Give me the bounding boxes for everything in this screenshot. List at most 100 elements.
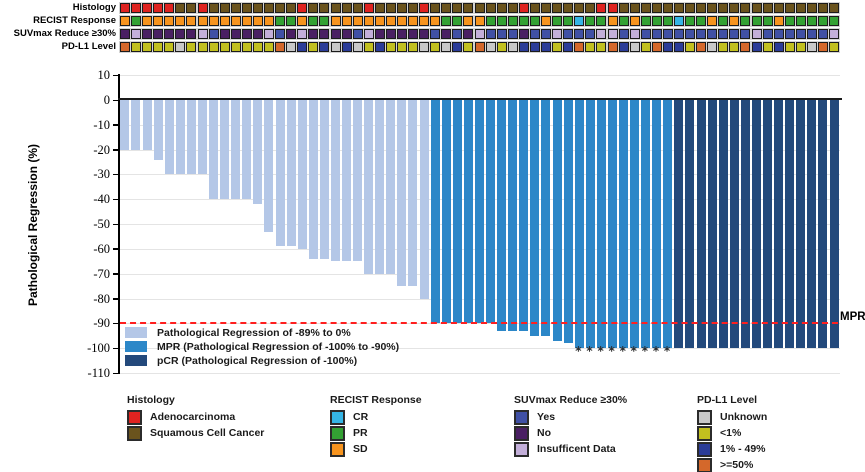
regression-bar xyxy=(751,100,761,349)
legend-label-suv-yes: Yes xyxy=(537,411,556,423)
legend-header-pdl1: PD-L1 Level xyxy=(697,394,758,406)
annotation-square-histology xyxy=(474,3,485,13)
y-axis-tick-label: -20 xyxy=(93,142,110,157)
annotation-square-recist xyxy=(574,16,585,26)
regression-bar xyxy=(497,100,507,331)
annotation-square-recist xyxy=(164,16,175,26)
annotation-square-recist xyxy=(818,16,829,26)
annotation-square-suvmax xyxy=(773,29,784,39)
regression-bar xyxy=(164,100,174,175)
y-axis-tick-label: -50 xyxy=(93,217,110,232)
annotation-square-histology xyxy=(164,3,175,13)
asterisk-marker: * xyxy=(586,344,593,358)
y-axis-tick xyxy=(113,322,118,325)
annotation-square-histology xyxy=(197,3,208,13)
annotation-square-recist xyxy=(773,16,784,26)
annotation-square-recist xyxy=(751,16,762,26)
asterisk-marker: * xyxy=(663,344,671,358)
annotation-square-recist xyxy=(219,16,230,26)
annotation-square-suvmax xyxy=(485,29,496,39)
regression-bar xyxy=(153,100,163,160)
annotation-square-pdl1 xyxy=(740,42,751,52)
annotation-square-recist xyxy=(352,16,363,26)
annotation-square-recist xyxy=(397,16,407,26)
annotation-square-suvmax xyxy=(164,29,175,39)
annotation-square-pdl1 xyxy=(585,42,596,52)
legend-swatch-suv-insufficent xyxy=(514,442,529,457)
annotation-square-recist xyxy=(297,16,308,26)
regression-bar xyxy=(696,100,706,349)
regression-bar xyxy=(408,100,418,287)
gridline xyxy=(119,348,840,350)
track-label-pdl1: PD-L1 Level xyxy=(61,41,116,52)
legend-swatch-pr xyxy=(330,426,345,441)
annotation-square-recist xyxy=(330,16,341,26)
regression-bar xyxy=(486,100,496,324)
legend-swatch-mpr xyxy=(125,341,147,352)
y-axis-tick xyxy=(113,298,118,300)
annotation-square-recist xyxy=(441,16,452,26)
annotation-square-pdl1 xyxy=(286,42,297,52)
y-axis-tick xyxy=(113,173,118,176)
annotation-square-recist xyxy=(762,16,773,26)
y-axis-tick-label: 10 xyxy=(97,68,111,83)
y-axis-tick-label: -110 xyxy=(87,366,110,381)
regression-bar xyxy=(519,100,529,331)
annotation-square-histology xyxy=(618,3,629,13)
annotation-square-suvmax xyxy=(408,29,419,39)
annotation-square-pdl1 xyxy=(574,42,585,52)
regression-bar xyxy=(563,100,573,344)
annotation-square-recist xyxy=(485,16,496,26)
regression-bar xyxy=(319,100,329,259)
annotation-square-recist xyxy=(674,16,684,26)
legend-label-squamous: Squamous Cell Cancer xyxy=(150,427,265,439)
annotation-square-pdl1 xyxy=(762,42,773,52)
annotation-square-histology xyxy=(452,3,463,13)
regression-bar xyxy=(552,100,562,341)
annotation-square-pdl1 xyxy=(208,42,219,52)
annotation-square-suvmax xyxy=(552,29,563,39)
annotation-square-histology xyxy=(463,3,474,13)
annotation-square-pdl1 xyxy=(363,42,374,52)
annotation-square-pdl1 xyxy=(197,42,208,52)
annotation-square-histology xyxy=(563,3,574,13)
y-axis-tick xyxy=(113,74,118,77)
y-axis-tick-label: 0 xyxy=(103,93,110,107)
annotation-square-histology xyxy=(729,3,740,13)
annotation-square-recist xyxy=(120,16,130,26)
annotation-square-histology xyxy=(674,3,684,13)
annotation-square-histology xyxy=(596,3,607,13)
annotation-square-pdl1 xyxy=(452,42,463,52)
asterisk-marker: * xyxy=(652,344,660,358)
annotation-square-pdl1 xyxy=(164,42,175,52)
annotation-square-histology xyxy=(696,3,707,13)
regression-bar xyxy=(574,100,584,349)
annotation-square-recist xyxy=(452,16,463,26)
annotation-square-suvmax xyxy=(341,29,352,39)
regression-bar xyxy=(685,100,695,349)
annotation-square-histology xyxy=(829,3,840,13)
annotation-square-histology xyxy=(142,3,153,13)
annotation-square-recist xyxy=(474,16,485,26)
annotation-square-recist xyxy=(197,16,208,26)
y-axis-tick xyxy=(113,248,118,250)
annotation-square-histology xyxy=(485,3,496,13)
annotation-square-recist xyxy=(175,16,186,26)
y-axis-title: Pathological Regression (%) xyxy=(26,143,40,307)
legend-swatch-pdl1-1-49 xyxy=(697,442,712,457)
annotation-square-pdl1 xyxy=(275,42,286,52)
annotation-square-pdl1 xyxy=(485,42,496,52)
regression-bar xyxy=(763,100,773,349)
annotation-square-suvmax xyxy=(818,29,829,39)
regression-bar xyxy=(342,100,351,262)
regression-bar xyxy=(607,100,617,349)
annotation-square-suvmax xyxy=(507,29,518,39)
y-axis-tick xyxy=(113,198,118,201)
regression-bar xyxy=(353,100,363,262)
annotation-square-recist xyxy=(629,16,640,26)
annotation-square-suvmax xyxy=(208,29,219,39)
legend-label-adenocarcinoma: Adenocarcinoma xyxy=(150,411,236,423)
annotation-square-recist xyxy=(264,16,275,26)
annotation-square-pdl1 xyxy=(352,42,363,52)
annotation-square-pdl1 xyxy=(674,42,684,52)
